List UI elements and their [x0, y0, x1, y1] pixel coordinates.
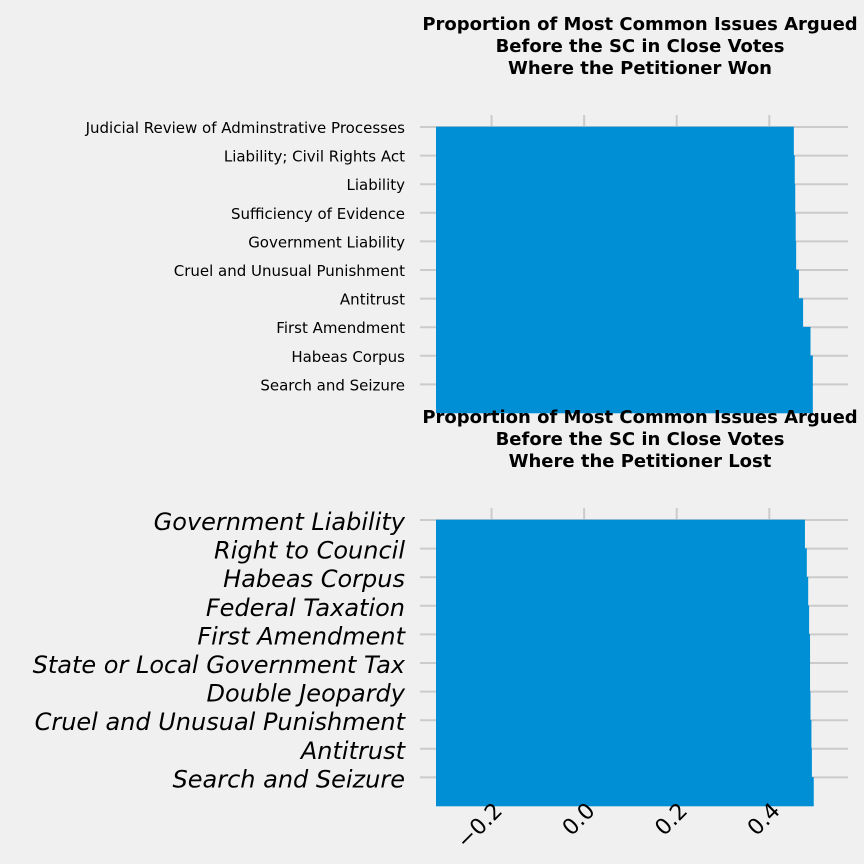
bar-7 [436, 691, 811, 721]
bar-4 [436, 212, 796, 242]
chart-title-line: Proportion of Most Common Issues Argued [422, 407, 857, 428]
bar-8 [436, 326, 811, 357]
bar-2 [436, 548, 807, 578]
bar-4 [436, 605, 810, 635]
bar-2 [436, 155, 795, 185]
bar-6 [436, 662, 811, 692]
bar-6 [436, 269, 799, 299]
bar-7 [436, 298, 804, 328]
category-label: Habeas Corpus [223, 565, 405, 593]
category-label: Judicial Review of Adminstrative Process… [85, 119, 406, 137]
bar-10 [436, 777, 814, 807]
chart-title-line: Where the Petitioner Won [508, 58, 772, 79]
category-label: Double Jeopardy [207, 680, 406, 708]
category-label: Antitrust [299, 737, 407, 765]
bar-1 [436, 519, 805, 549]
category-label: First Amendment [197, 622, 406, 650]
category-label: Liability; Civil Rights Act [224, 148, 405, 166]
x-tick-label: −0.2 [452, 799, 507, 854]
category-label: Sufficiency of Evidence [231, 205, 405, 223]
category-label: Antitrust [340, 291, 405, 309]
chart-title-line: Before the SC in Close Votes [496, 429, 785, 450]
category-label: Cruel and Unusual Punishment [174, 262, 405, 280]
category-label: Right to Council [214, 537, 405, 565]
category-label: First Amendment [276, 319, 405, 337]
chart-panel-1: Judicial Review of Adminstrative Process… [85, 14, 858, 414]
category-label: Liability [347, 176, 406, 194]
bar-5 [436, 241, 797, 271]
bar-3 [436, 183, 796, 214]
bar-3 [436, 576, 809, 607]
bar-9 [436, 748, 812, 778]
category-label: Search and Seizure [260, 376, 405, 394]
category-label: Cruel and Unusual Punishment [35, 708, 407, 736]
category-label: Search and Seizure [173, 765, 406, 793]
bar-10 [436, 384, 813, 414]
category-label: Federal Taxation [206, 594, 405, 622]
category-label: Government Liability [248, 233, 405, 251]
chart-title-line: Before the SC in Close Votes [496, 36, 785, 57]
category-label: State or Local Government Tax [33, 651, 406, 679]
bar-5 [436, 634, 811, 664]
bar-1 [436, 126, 794, 156]
chart-title-line: Where the Petitioner Lost [509, 451, 772, 472]
category-label: Habeas Corpus [291, 348, 405, 366]
chart-title-line: Proportion of Most Common Issues Argued [422, 14, 857, 35]
category-label: Government Liability [154, 508, 406, 536]
bar-9 [436, 355, 813, 385]
bar-8 [436, 719, 812, 750]
